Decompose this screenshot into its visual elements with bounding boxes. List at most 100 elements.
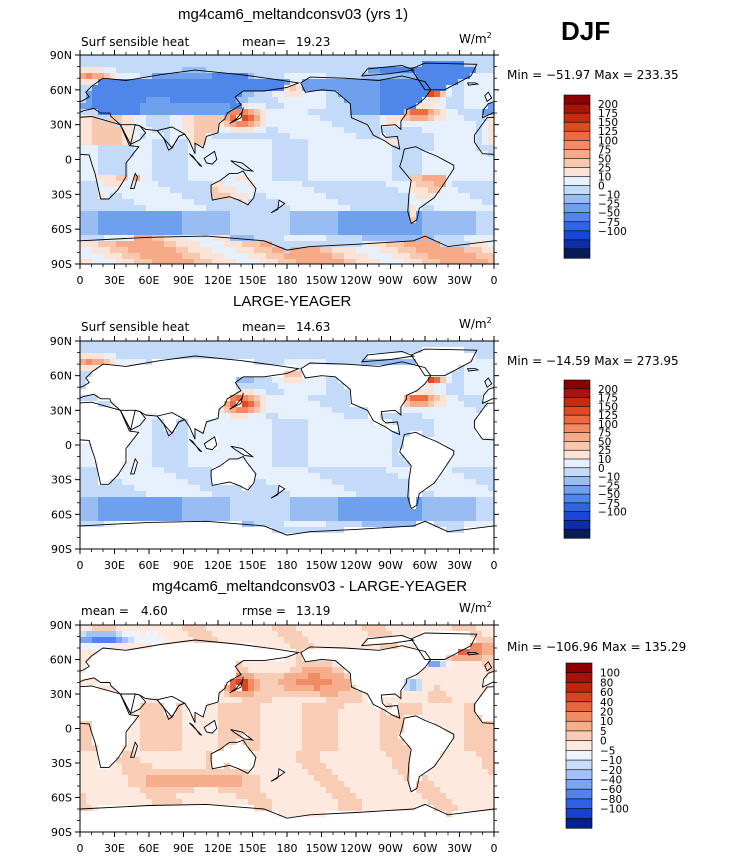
colorbar-swatch bbox=[565, 662, 593, 674]
map-panel-1: 0 30E 60E 90E 120E 150E 180 150W 120W 90W 60W 30W 09… bbox=[50, 49, 627, 287]
lat-tick-label: 60S bbox=[51, 792, 72, 805]
coastlines-2 bbox=[80, 348, 494, 549]
lon-tick-label: 90E bbox=[173, 842, 194, 855]
colorbar-swatch bbox=[563, 467, 591, 478]
colorbar-swatch bbox=[563, 493, 591, 504]
colorbar-swatch bbox=[565, 779, 593, 790]
lon-tick-label: 120E bbox=[204, 842, 232, 855]
colorbar-label: 5 bbox=[600, 726, 607, 738]
colorbar-swatch bbox=[565, 730, 593, 742]
colorbar-swatch bbox=[565, 759, 593, 771]
map-field-1 bbox=[80, 55, 494, 264]
lon-tick-label: 120W bbox=[340, 274, 372, 287]
colorbar-label: −5 bbox=[600, 745, 615, 757]
lat-tick-label: 30S bbox=[51, 188, 72, 201]
lat-tick-label: 0 bbox=[65, 154, 72, 167]
panel-1-variable-label: Surf sensible heat bbox=[81, 35, 190, 49]
colorbar-swatch bbox=[563, 458, 591, 469]
panel-3-rmse-value: 13.19 bbox=[296, 604, 331, 618]
colorbar-label: 150 bbox=[598, 117, 618, 129]
lon-tick-label: 90W bbox=[378, 274, 403, 287]
season-label: DJF bbox=[561, 16, 611, 46]
map-field-3 bbox=[80, 625, 494, 832]
colorbar-swatch bbox=[563, 520, 591, 530]
lon-tick-label: 90E bbox=[173, 274, 194, 287]
colorbar-swatch bbox=[563, 103, 591, 114]
colorbar-swatch bbox=[563, 185, 591, 196]
coastlines-3 bbox=[80, 632, 494, 832]
lat-tick-label: 60S bbox=[51, 223, 72, 236]
colorbar-swatch bbox=[565, 691, 593, 703]
lon-tick-label: 0 bbox=[491, 559, 498, 572]
colorbar-swatch bbox=[563, 176, 591, 187]
colorbar-swatch bbox=[563, 502, 591, 513]
lon-tick-label: 150E bbox=[239, 842, 267, 855]
colorbar-swatch bbox=[563, 248, 591, 259]
colorbar-label: 100 bbox=[598, 419, 618, 431]
colorbar-label: 80 bbox=[600, 677, 613, 689]
panel-1-title: mg4cam6_meltandconsv03 (yrs 1) bbox=[178, 6, 409, 23]
lon-tick-label: 90W bbox=[378, 559, 403, 572]
lat-tick-label: 90S bbox=[51, 258, 72, 271]
colorbar-swatch bbox=[563, 406, 591, 416]
colorbar-swatch bbox=[563, 239, 591, 250]
lat-tick-label: 30N bbox=[50, 119, 72, 132]
colorbar-label: −50 bbox=[598, 489, 620, 501]
colorbar-label: 60 bbox=[600, 687, 613, 699]
colorbar-swatch bbox=[563, 414, 591, 425]
colorbar-label: 200 bbox=[598, 99, 618, 111]
lon-tick-label: 30W bbox=[447, 274, 472, 287]
colorbar-swatch bbox=[563, 194, 591, 205]
lat-tick-label: 0 bbox=[65, 439, 72, 452]
colorbar-label: −20 bbox=[600, 765, 622, 777]
colorbar-label: 10 bbox=[598, 172, 611, 184]
lon-tick-label: 0 bbox=[77, 842, 84, 855]
lat-tick-label: 30N bbox=[50, 404, 72, 417]
lat-tick-label: 90S bbox=[51, 543, 72, 556]
lat-tick-label: 60N bbox=[50, 370, 72, 383]
lon-tick-label: 150W bbox=[306, 559, 338, 572]
colorbar-label: 0 bbox=[600, 736, 607, 748]
panel-3-units: W/m2 bbox=[459, 600, 492, 615]
colorbar-swatch bbox=[563, 158, 591, 169]
panel-2-mean-value: 14.63 bbox=[296, 320, 331, 334]
lat-tick-label: 60N bbox=[50, 84, 72, 97]
colorbar-label: −40 bbox=[600, 774, 622, 786]
panel-3-mean-value: 4.60 bbox=[141, 604, 168, 618]
colorbar-label: −100 bbox=[598, 226, 627, 238]
colorbar-swatch bbox=[563, 149, 591, 159]
lon-tick-label: 120E bbox=[204, 274, 232, 287]
colorbar-swatch bbox=[565, 720, 593, 732]
colorbar-label: 125 bbox=[598, 410, 618, 422]
colorbar-label: 20 bbox=[600, 707, 613, 719]
colorbar-swatch bbox=[563, 112, 591, 123]
panel-1-mean-label: mean= bbox=[242, 35, 287, 49]
colorbar-swatch bbox=[563, 511, 591, 522]
colorbar-swatch bbox=[563, 388, 591, 399]
panel-2-minmax: Min = −14.59 Max = 273.95 bbox=[507, 354, 679, 368]
lat-tick-label: 90N bbox=[50, 49, 72, 62]
lon-tick-label: 30E bbox=[104, 274, 125, 287]
coastlines-1 bbox=[80, 62, 494, 264]
lon-tick-label: 120W bbox=[340, 559, 372, 572]
colorbar-swatch bbox=[563, 221, 591, 232]
colorbar-label: −10 bbox=[598, 472, 620, 484]
map-field-2 bbox=[80, 341, 494, 549]
colorbar-swatch bbox=[563, 130, 591, 141]
lat-tick-label: 60S bbox=[51, 508, 72, 521]
panel-3-rmse-label: rmse = bbox=[242, 604, 286, 618]
colorbar-swatch bbox=[565, 817, 593, 829]
lat-tick-label: 30N bbox=[50, 688, 72, 701]
lon-tick-label: 180 bbox=[277, 842, 298, 855]
lon-tick-label: 0 bbox=[491, 274, 498, 287]
lat-tick-label: 30S bbox=[51, 474, 72, 487]
colorbar-swatch bbox=[563, 423, 591, 434]
lon-tick-label: 60E bbox=[139, 559, 160, 572]
colorbar-label: 10 bbox=[598, 454, 611, 466]
colorbar-label: −25 bbox=[598, 480, 620, 492]
panel-1-units: W/m2 bbox=[459, 31, 492, 46]
colorbar-label: −25 bbox=[598, 199, 620, 211]
colorbar-swatch bbox=[563, 528, 591, 539]
